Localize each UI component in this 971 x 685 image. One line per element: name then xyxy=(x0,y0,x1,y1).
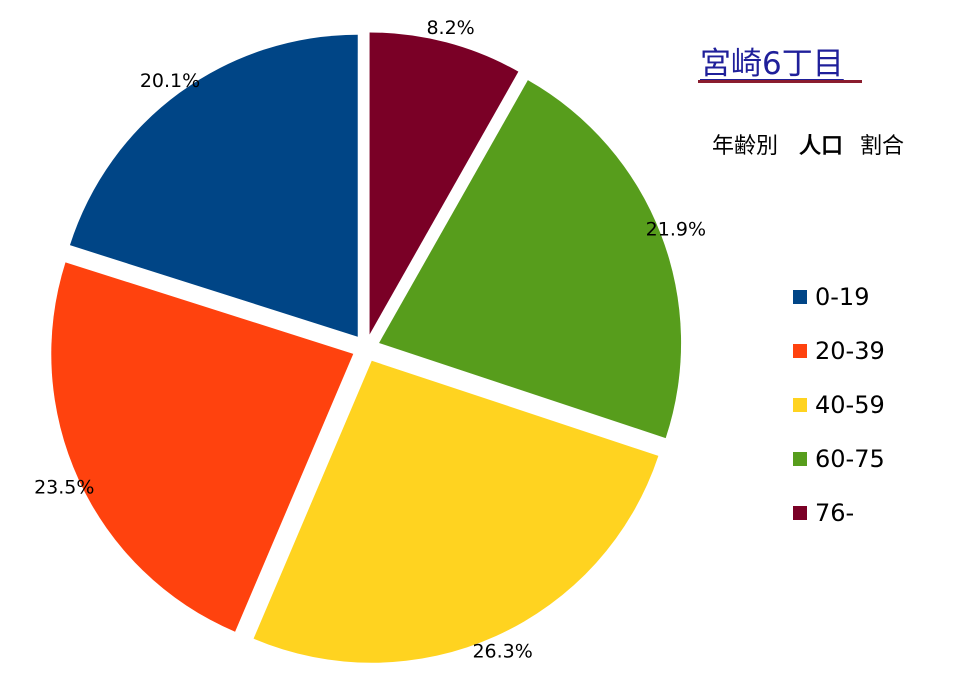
data-label-0-19: 20.1% xyxy=(140,70,200,92)
legend-swatch-40-59 xyxy=(793,398,807,412)
legend-swatch-0-19 xyxy=(793,290,807,304)
subtitle-part-1: 年齢別 xyxy=(712,134,779,159)
data-label-20-39: 23.5% xyxy=(34,477,94,499)
pie-slice-20-39 xyxy=(51,262,354,632)
pie-slice-60-75 xyxy=(379,80,682,439)
subtitle-part-2: 人口 xyxy=(799,134,844,159)
legend-label-76: 76- xyxy=(815,499,855,527)
legend-label-20-39: 20-39 xyxy=(815,337,885,365)
chart-title-block: 宮崎6丁目 xyxy=(698,38,862,83)
pie-slice-76 xyxy=(369,32,519,335)
legend-swatch-76 xyxy=(793,506,807,520)
chart-legend: 0-19 20-39 40-59 60-75 76- xyxy=(793,270,963,540)
legend-item-76: 76- xyxy=(793,486,963,540)
chart-subtitle: 年齢別 人口 割合 xyxy=(712,128,904,160)
data-label-76: 8.2% xyxy=(426,17,474,39)
pie-slice-0-19 xyxy=(69,34,358,337)
legend-swatch-60-75 xyxy=(793,452,807,466)
legend-swatch-20-39 xyxy=(793,344,807,358)
subtitle-part-3: 割合 xyxy=(860,134,905,159)
legend-label-40-59: 40-59 xyxy=(815,391,885,419)
pie-slice-40-59 xyxy=(253,360,659,663)
legend-item-40-59: 40-59 xyxy=(793,378,963,432)
legend-label-0-19: 0-19 xyxy=(815,283,870,311)
legend-item-60-75: 60-75 xyxy=(793,432,963,486)
title-underline-rule xyxy=(698,80,862,83)
legend-item-20-39: 20-39 xyxy=(793,324,963,378)
data-label-40-59: 26.3% xyxy=(472,641,532,663)
legend-item-0-19: 0-19 xyxy=(793,270,963,324)
legend-label-60-75: 60-75 xyxy=(815,445,885,473)
data-label-60-75: 21.9% xyxy=(646,219,706,241)
chart-title: 宮崎6丁目 xyxy=(700,46,844,82)
